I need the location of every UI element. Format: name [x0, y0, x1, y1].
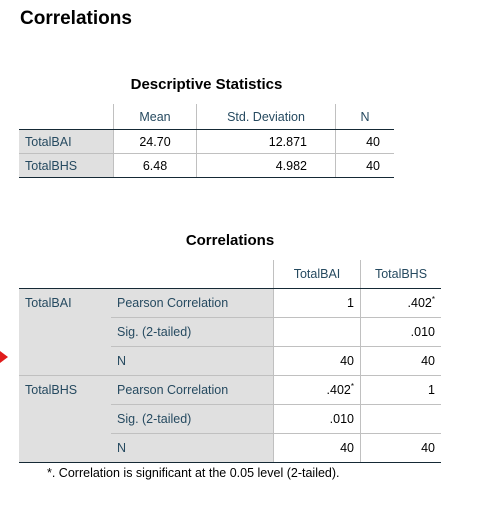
stat-label-sig: Sig. (2-tailed): [111, 404, 274, 434]
stat-label-n: N: [111, 433, 274, 463]
table-row: Sig. (2-tailed) .010: [19, 317, 441, 347]
table-row: N 40 40: [19, 433, 441, 463]
stat-label-pearson: Pearson Correlation: [111, 375, 274, 405]
footnote: *. Correlation is significant at the 0.0…: [47, 466, 340, 480]
corner-cell: [19, 260, 111, 289]
cell-value: 1: [273, 288, 361, 318]
corner-cell: [111, 260, 274, 289]
n-value: 40: [335, 153, 394, 178]
column-header-std-deviation: Std. Deviation: [196, 104, 336, 130]
table-row: TotalBAI 24.70 12.871 40: [19, 129, 394, 154]
mean-value: 6.48: [113, 153, 197, 178]
cell-value: [273, 317, 361, 347]
cell-value: 40: [273, 346, 361, 376]
table-row: TotalBAI Pearson Correlation 1 .402*: [19, 288, 441, 376]
page-title: Correlations: [20, 8, 132, 29]
cell-value: 40: [360, 433, 441, 463]
mean-value: 24.70: [113, 129, 197, 154]
row-label: TotalBAI: [19, 129, 114, 154]
column-header-totalbai: TotalBAI: [273, 260, 361, 289]
group-label: TotalBAI: [19, 288, 111, 376]
column-header-totalbhs: TotalBHS: [360, 260, 441, 289]
cell-value: 40: [360, 346, 441, 376]
correlations-table: TotalBAI TotalBHS TotalBAI Pearson Corre…: [19, 260, 441, 463]
cell-value: [360, 404, 441, 434]
cell-value: 40: [273, 433, 361, 463]
cell-value: 1: [360, 375, 441, 405]
descriptive-table-title: Descriptive Statistics: [130, 76, 283, 93]
row-label: TotalBHS: [19, 153, 114, 178]
table-row: N 40 40: [19, 346, 441, 376]
cell-value: .402*: [360, 288, 441, 318]
corner-cell: [19, 104, 114, 130]
cell-value: .010: [273, 404, 361, 434]
table-header-row: Mean Std. Deviation N: [19, 104, 394, 130]
column-header-n: N: [335, 104, 394, 130]
cell-value: .402*: [273, 375, 361, 405]
n-value: 40: [335, 129, 394, 154]
significance-mark: *: [431, 295, 435, 305]
table-row: TotalBHS 6.48 4.982 40: [19, 153, 394, 178]
correlations-table-title: Correlations: [185, 232, 275, 249]
table-row: Sig. (2-tailed) .010: [19, 404, 441, 434]
significance-mark: *: [350, 382, 354, 392]
sd-value: 12.871: [196, 129, 336, 154]
stat-label-pearson: Pearson Correlation: [111, 288, 274, 318]
group-label: TotalBHS: [19, 375, 111, 463]
table-row: TotalBHS Pearson Correlation .402* 1: [19, 375, 441, 463]
cell-value: .010: [360, 317, 441, 347]
sd-value: 4.982: [196, 153, 336, 178]
stat-label-sig: Sig. (2-tailed): [111, 317, 274, 347]
column-header-mean: Mean: [113, 104, 197, 130]
table-header-row: TotalBAI TotalBHS: [19, 260, 441, 289]
selection-marker-icon: [0, 351, 8, 363]
descriptive-statistics-table: Mean Std. Deviation N TotalBAI 24.70 12.…: [19, 104, 394, 178]
stat-label-n: N: [111, 346, 274, 376]
